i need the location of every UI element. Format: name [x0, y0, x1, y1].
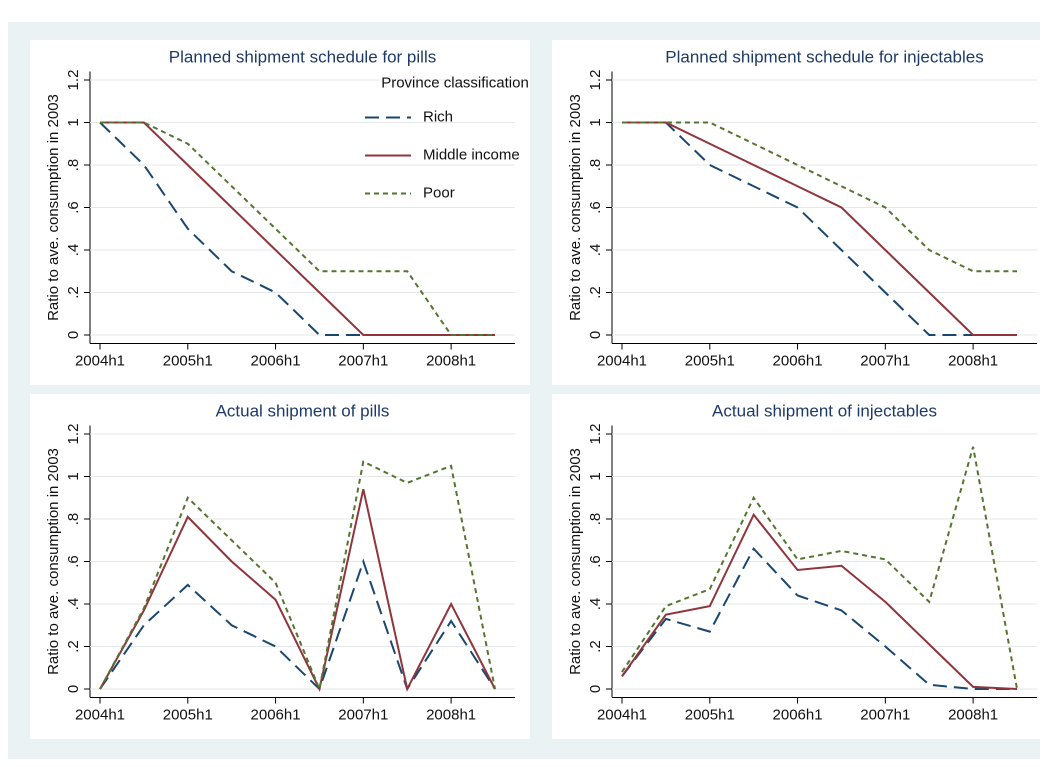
- series-line: [622, 121, 1017, 336]
- x-tick-label: 2004h1: [597, 706, 647, 723]
- series-line: [621, 512, 1018, 690]
- series-line: [100, 121, 495, 336]
- y-tick-label: .2: [65, 286, 82, 299]
- y-axis-title: Ratio to ave. consumption in 2003: [567, 448, 584, 675]
- series-line: [99, 558, 496, 692]
- chart-title: Planned shipment schedule for pills: [169, 47, 436, 66]
- legend-label: Middle income: [423, 146, 520, 163]
- y-tick-label: 1: [587, 472, 604, 480]
- y-tick-label: 1.2: [65, 424, 82, 445]
- x-tick-label: 2005h1: [685, 706, 735, 723]
- x-tick-label: 2008h1: [426, 706, 476, 723]
- y-tick-label: .4: [65, 598, 82, 611]
- y-tick-label: .2: [587, 640, 604, 653]
- y-tick-label: 0: [587, 331, 604, 339]
- x-tick-label: 2004h1: [597, 352, 647, 369]
- x-tick-label: 2004h1: [75, 352, 125, 369]
- series-line: [100, 121, 495, 336]
- series-line: [621, 446, 1018, 690]
- y-tick-label: 1.2: [65, 70, 82, 91]
- legend-title: Province classification: [381, 74, 529, 91]
- series-line: [622, 121, 1017, 336]
- x-tick-label: 2005h1: [163, 706, 213, 723]
- x-tick-label: 2004h1: [75, 706, 125, 723]
- series-line: [99, 121, 495, 336]
- y-tick-label: 1: [65, 472, 82, 480]
- y-tick-label: .4: [587, 244, 604, 257]
- x-tick-label: 2008h1: [426, 352, 476, 369]
- x-tick-label: 2006h1: [251, 706, 301, 723]
- legend-label: Poor: [423, 184, 455, 201]
- y-tick-label: .8: [587, 513, 604, 526]
- y-axis-title: Ratio to ave. consumption in 2003: [45, 94, 62, 321]
- y-tick-label: 1.2: [587, 70, 604, 91]
- x-tick-label: 2007h1: [338, 352, 388, 369]
- y-tick-label: .2: [587, 286, 604, 299]
- y-tick-label: 0: [587, 685, 604, 693]
- y-tick-label: .2: [65, 640, 82, 653]
- chart-title: Actual shipment of pills: [216, 401, 390, 420]
- y-tick-label: .4: [587, 598, 604, 611]
- y-axis-title: Ratio to ave. consumption in 2003: [45, 448, 62, 675]
- series-line: [621, 547, 1017, 690]
- series-line: [99, 489, 496, 693]
- series-line: [99, 460, 496, 693]
- panel: Planned shipment schedule for injectable…: [552, 40, 1048, 385]
- series-line: [622, 121, 1017, 273]
- x-tick-label: 2007h1: [860, 352, 910, 369]
- x-tick-label: 2008h1: [948, 352, 998, 369]
- y-tick-label: 0: [65, 331, 82, 339]
- y-tick-label: .6: [65, 201, 82, 214]
- y-tick-label: .6: [65, 555, 82, 568]
- chart-title: Planned shipment schedule for injectable…: [665, 47, 983, 66]
- y-tick-label: .8: [65, 159, 82, 172]
- panel: Actual shipment of injectables 0 .2 .4 .6 .8 1…: [552, 394, 1048, 739]
- x-tick-label: 2006h1: [773, 706, 823, 723]
- y-tick-label: 1: [65, 118, 82, 126]
- y-axis-title: Ratio to ave. consumption in 2003: [567, 94, 584, 321]
- y-tick-label: .4: [65, 244, 82, 257]
- x-tick-label: 2006h1: [773, 352, 823, 369]
- y-tick-label: .6: [587, 555, 604, 568]
- x-tick-label: 2005h1: [685, 352, 735, 369]
- y-tick-label: 1.2: [587, 424, 604, 445]
- x-tick-label: 2007h1: [338, 706, 388, 723]
- y-tick-label: .8: [587, 159, 604, 172]
- legend-label: Rich: [423, 108, 453, 125]
- chart-title: Actual shipment of injectables: [712, 401, 937, 420]
- y-tick-label: 1: [587, 118, 604, 126]
- y-tick-label: .6: [587, 201, 604, 214]
- x-tick-label: 2006h1: [251, 352, 301, 369]
- y-tick-label: 0: [65, 685, 82, 693]
- x-tick-label: 2007h1: [860, 706, 910, 723]
- x-tick-label: 2005h1: [163, 352, 213, 369]
- y-tick-label: .8: [65, 513, 82, 526]
- panel: Planned shipment schedule for pills 0 .2 .4…: [30, 40, 530, 385]
- panel: Actual shipment of pills 0 .2 .4 .6 .8 1 1.2Rat…: [30, 394, 530, 739]
- x-tick-label: 2008h1: [948, 706, 998, 723]
